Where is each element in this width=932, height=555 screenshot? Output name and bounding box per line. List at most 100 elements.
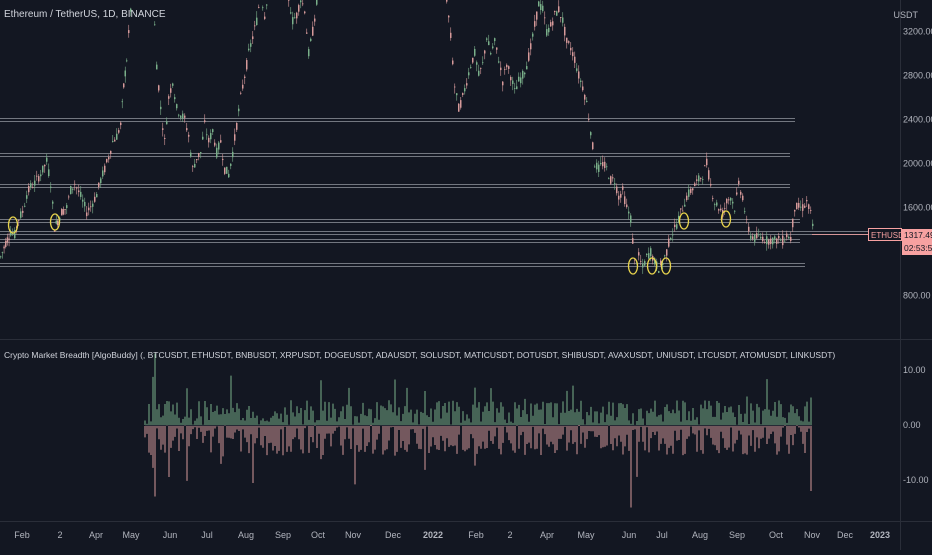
candle-body [750,235,752,239]
candle-body [558,6,560,13]
candle-body [808,204,810,209]
signal-circle [627,257,639,275]
candle-body [5,241,7,247]
candle-body [502,81,504,86]
time-tick-label: 2 [507,530,512,540]
candle-body [766,236,768,245]
candle-body [462,93,464,95]
candle-body [584,94,586,100]
candle-body [242,84,244,89]
candle-body [594,166,596,168]
candle-body [232,151,234,158]
candle-body [588,119,590,120]
candle-body [528,52,530,61]
signal-circle [678,212,690,230]
candle-body [450,32,452,38]
candle-body [626,204,628,208]
candle-body [246,60,248,70]
candle-body [57,220,59,226]
candle-body [604,161,606,168]
candle-body [708,170,710,180]
candle-body [552,21,554,26]
candle-body [718,209,720,211]
candle-body [590,132,592,136]
candle-body [772,237,774,245]
candle-body [162,128,164,130]
candle-body [61,209,63,216]
candle-body [266,4,268,6]
candle-body [14,230,16,239]
time-tick-label: 2023 [870,530,890,540]
candle-body [622,186,624,190]
candle-body [576,68,578,71]
candle-body [76,187,78,189]
candle-body [800,206,802,208]
candle-body [644,261,646,266]
candle-body [34,180,36,186]
candle-body [592,142,594,150]
candle-body [752,236,754,239]
candle-body [124,70,126,77]
candle-body [184,115,186,118]
candle-body [500,67,502,71]
candle-body [556,11,558,16]
candle-body [154,24,156,26]
candle-body [658,271,660,273]
candle-body [478,70,480,76]
candle-body [794,209,796,212]
candle-body [36,175,38,177]
time-tick-label: Nov [804,530,821,540]
candle-body [770,238,772,244]
candle-body [128,30,130,34]
candle-body [482,62,484,64]
candle-body [448,15,450,18]
candle-body [742,195,744,201]
candle-body [120,122,122,126]
time-tick-label: May [577,530,595,540]
candle-body [640,260,642,262]
candle-body [166,121,168,125]
candle-body [292,17,294,25]
candle-body [200,152,202,154]
candle-body [476,62,478,65]
candle-body [484,50,486,54]
candle-body [123,83,125,88]
candle-body [96,194,98,198]
candle-body [90,206,92,208]
price-tick-label: 2400.00 [903,115,932,125]
time-tick-label: Jun [622,530,637,540]
candle-body [456,93,458,96]
time-tick-label: Jun [163,530,178,540]
candle-body [50,186,52,189]
candle-body [214,142,216,146]
price-tick-label: 2000.00 [903,159,932,169]
candle-body [254,25,256,27]
candle-body [490,53,492,55]
candle-body [542,5,544,11]
candle-body [788,236,790,239]
candle-body [296,12,298,19]
candle-body [20,211,22,218]
candle-body [94,196,96,202]
candle-body [792,218,794,228]
candle-body [572,52,574,57]
candle-body [546,29,548,36]
price-tick-label: 800.00 [903,291,931,301]
candle-body [580,80,582,82]
time-tick-label: Feb [468,530,484,540]
symbol-price-tag: ETHUSDT [868,228,909,241]
time-tick-label: 2 [57,530,62,540]
candle-body [458,103,460,112]
candle-body [212,129,214,133]
candle-body [22,210,24,213]
candle-body [164,138,166,140]
candle-body [68,196,70,198]
candle-body [228,173,230,178]
candle-body [734,210,736,212]
candle-body [118,130,120,133]
candle-body [568,41,570,43]
signal-circle [646,257,658,275]
candle-body [312,26,314,36]
